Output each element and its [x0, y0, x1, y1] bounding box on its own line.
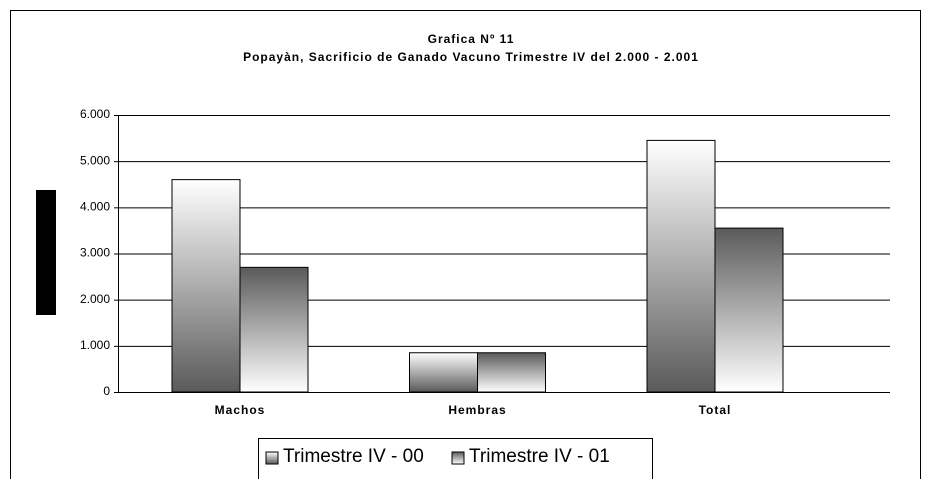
bar	[714, 227, 784, 393]
y-tick-label: 1.000	[80, 338, 110, 352]
x-tick-label: Total	[699, 403, 732, 417]
bar	[239, 266, 309, 393]
y-tick-label: 5.000	[80, 153, 110, 167]
bar	[171, 179, 241, 393]
chart-title: Grafica Nº 11	[428, 32, 515, 46]
y-tick-label: 3.000	[80, 246, 110, 260]
legend-swatch	[451, 451, 465, 465]
legend-label: Trimestre IV - 00	[283, 446, 424, 467]
y-tick-label: 2.000	[80, 292, 110, 306]
y-tick-label: 6.000	[80, 107, 110, 121]
legend-label: Trimestre IV - 01	[469, 446, 610, 467]
x-tick-label: Hembras	[448, 403, 506, 417]
x-tick-label: Machos	[215, 403, 266, 417]
y-tick-label: 4.000	[80, 200, 110, 214]
y-tick-label: 0	[103, 384, 110, 398]
chart-subtitle: Popayàn, Sacrificio de Ganado Vacuno Tri…	[243, 50, 699, 64]
bar	[646, 139, 716, 393]
axis-title-box	[36, 190, 56, 315]
bar	[477, 352, 546, 393]
legend-swatch	[265, 451, 279, 465]
bar	[409, 352, 478, 393]
